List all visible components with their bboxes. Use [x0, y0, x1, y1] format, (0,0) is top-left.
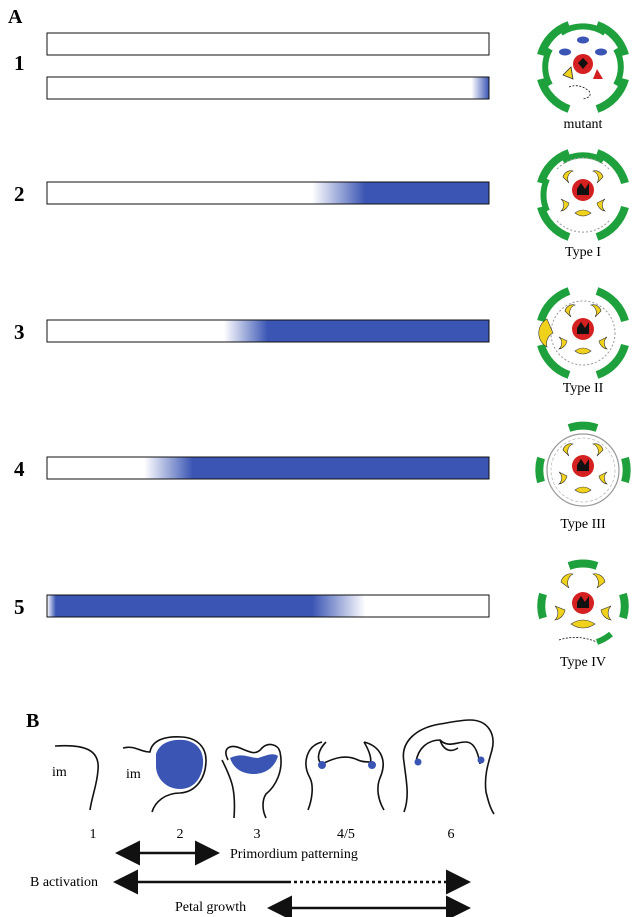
row-5-expression-bar — [47, 595, 489, 617]
stage-6-expression-left — [414, 758, 422, 766]
floral-diagram-type-i — [537, 149, 629, 241]
stage-label-2: 2 — [177, 827, 184, 842]
caption-row-3: Type II — [563, 381, 604, 396]
row-1-top-bar — [46, 32, 490, 56]
im-label-1: im — [52, 765, 67, 780]
stage-45-expression-left — [318, 761, 326, 769]
stage-label-3: 3 — [254, 827, 261, 842]
caption-row-4: Type III — [560, 517, 606, 532]
row-2-bar-outline — [46, 181, 490, 205]
caption-row-2: Type I — [565, 245, 601, 260]
stage-label-6: 6 — [448, 827, 455, 842]
stage-3-sketch — [221, 743, 282, 819]
row-5-number: 5 — [14, 595, 25, 619]
row-3-expression-bar — [47, 320, 489, 342]
primordium-patterning-label: Primordium patterning — [230, 847, 358, 862]
row-1-bar-outline — [46, 76, 490, 100]
stage-label-45: 4/5 — [337, 827, 355, 842]
floral-diagram-mutant — [537, 21, 629, 113]
stage-2-sketch — [122, 736, 207, 813]
petal-growth-label: Petal growth — [175, 900, 246, 915]
stage-6-sketch — [402, 719, 495, 815]
row-4-expression-bar — [47, 457, 489, 479]
stage-3-expression — [230, 754, 278, 774]
row-2-number: 2 — [14, 182, 25, 206]
floral-diagram-type-iii — [535, 421, 631, 507]
stage-2-expression — [156, 739, 204, 789]
panel-b-label: B — [26, 710, 39, 732]
row-4-bar-outline — [46, 456, 490, 480]
panel-a-label: A — [8, 6, 23, 28]
stage-1-sketch — [54, 744, 99, 811]
caption-row-1: mutant — [564, 117, 603, 132]
row-4-number: 4 — [14, 457, 25, 481]
stage-45-sketch — [305, 741, 385, 811]
b-activation-label: B activation — [30, 875, 98, 890]
row-1-expression-bar — [47, 77, 489, 99]
stage-45-expression-right — [368, 761, 376, 769]
row-1-number: 1 — [14, 51, 25, 75]
stage-label-1: 1 — [90, 827, 97, 842]
stage-6-expression-right — [477, 756, 485, 764]
caption-row-5: Type IV — [560, 655, 606, 670]
floral-diagram-type-ii — [537, 287, 629, 379]
im-label-2: im — [126, 767, 141, 782]
row-2-expression-bar — [47, 182, 489, 204]
row-3-bar-outline — [46, 319, 490, 343]
row-3-number: 3 — [14, 320, 25, 344]
floral-diagram-type-iv — [537, 559, 629, 645]
row-5-bar-outline — [46, 594, 490, 618]
